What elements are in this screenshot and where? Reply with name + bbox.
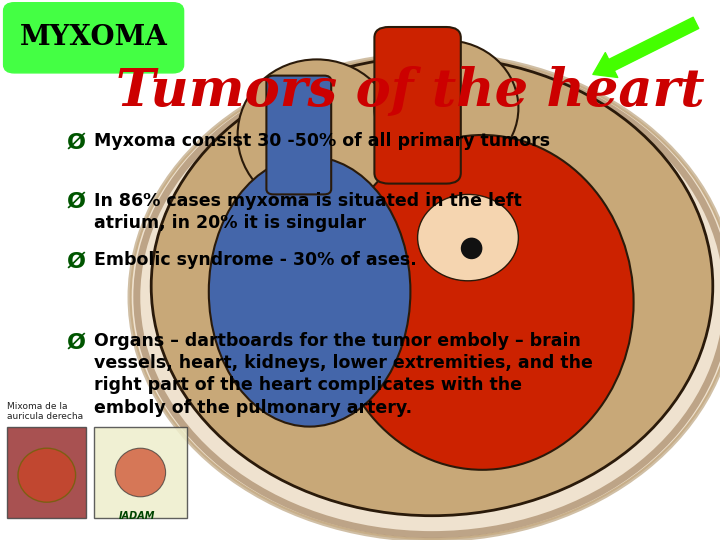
Text: Ø: Ø — [66, 132, 85, 152]
FancyBboxPatch shape — [266, 76, 331, 194]
Text: Mixoma de la
auricula derecha: Mixoma de la auricula derecha — [7, 402, 84, 421]
Ellipse shape — [18, 448, 76, 502]
Ellipse shape — [374, 40, 518, 176]
Text: Myxoma consist 30 -50% of all primary tumors: Myxoma consist 30 -50% of all primary tu… — [94, 132, 550, 150]
Ellipse shape — [130, 54, 720, 540]
Ellipse shape — [331, 135, 634, 470]
FancyBboxPatch shape — [7, 427, 86, 518]
Text: In 86% cases myxoma is situated in the left
atrium, in 20% it is singular: In 86% cases myxoma is situated in the l… — [94, 192, 521, 232]
Ellipse shape — [209, 157, 410, 427]
FancyBboxPatch shape — [94, 427, 187, 518]
Text: Ø: Ø — [66, 192, 85, 212]
FancyBboxPatch shape — [374, 27, 461, 184]
FancyArrowPatch shape — [593, 17, 698, 77]
Text: MYXOMA: MYXOMA — [19, 24, 168, 51]
Text: Embolic syndrome - 30% of ases.: Embolic syndrome - 30% of ases. — [94, 251, 416, 269]
Ellipse shape — [418, 194, 518, 281]
Text: ⅠADAM: ⅠADAM — [119, 511, 155, 521]
FancyBboxPatch shape — [4, 3, 184, 73]
Ellipse shape — [238, 59, 396, 211]
Ellipse shape — [151, 57, 713, 516]
Text: Ø: Ø — [66, 332, 85, 352]
Ellipse shape — [115, 448, 166, 497]
Text: Ø: Ø — [66, 251, 85, 271]
Ellipse shape — [461, 238, 482, 259]
Text: Tumors of the heart: Tumors of the heart — [116, 66, 705, 117]
Text: Organs – dartboards for the tumor emboly – brain
vessels, heart, kidneys, lower : Organs – dartboards for the tumor emboly… — [94, 332, 593, 417]
